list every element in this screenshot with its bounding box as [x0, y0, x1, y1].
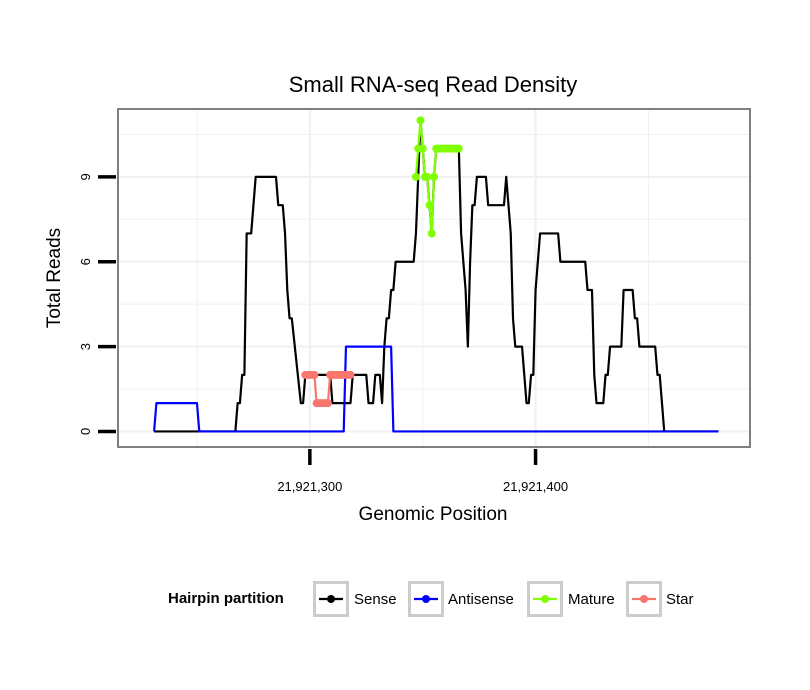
series-layer — [153, 116, 719, 433]
legend-label-star: Star — [666, 591, 694, 608]
mature-point — [418, 144, 427, 153]
antisense-series-line — [153, 345, 719, 433]
legend-label-sense: Sense — [354, 591, 397, 608]
y-tick-label: 3 — [78, 343, 93, 350]
legend-label-mature: Mature — [568, 591, 615, 608]
star-point — [310, 370, 319, 379]
legend: Hairpin partition Sense Antisense Mature St… — [168, 581, 694, 617]
legend-item-mature: Mature — [527, 581, 615, 617]
mature-point — [425, 201, 434, 210]
mature-point — [454, 144, 463, 153]
legend-key-point — [640, 595, 648, 603]
x-axis-label: Genomic Position — [359, 504, 508, 525]
mature-point — [416, 116, 425, 125]
mature-point — [423, 172, 432, 181]
plot-panel — [117, 108, 751, 448]
legend-item-sense: Sense — [313, 581, 397, 617]
legend-item-star: Star — [626, 581, 694, 617]
y-tick-label: 6 — [78, 258, 93, 265]
legend-item-antisense: Antisense — [408, 581, 514, 617]
mature-point — [411, 172, 420, 181]
y-axis-label: Total Reads — [44, 228, 65, 328]
legend-title: Hairpin partition — [168, 590, 284, 607]
y-tick-label: 9 — [78, 173, 93, 180]
sense-series-line — [154, 119, 719, 433]
legend-label-antisense: Antisense — [448, 591, 514, 608]
legend-key-point — [422, 595, 430, 603]
chart-title: Small RNA-seq Read Density — [289, 72, 578, 97]
y-tick-label: 0 — [78, 428, 93, 435]
x-tick-label: 21,921,400 — [503, 479, 568, 494]
mature-point — [430, 172, 438, 181]
axes: 0 3 6 9 21,921,300 21,921,400 — [78, 173, 568, 494]
star-point — [346, 370, 355, 379]
legend-key-point — [327, 595, 335, 603]
star-point — [323, 399, 332, 408]
x-tick-label: 21,921,300 — [277, 479, 342, 494]
mature-point — [427, 229, 436, 238]
legend-key-point — [541, 595, 549, 603]
